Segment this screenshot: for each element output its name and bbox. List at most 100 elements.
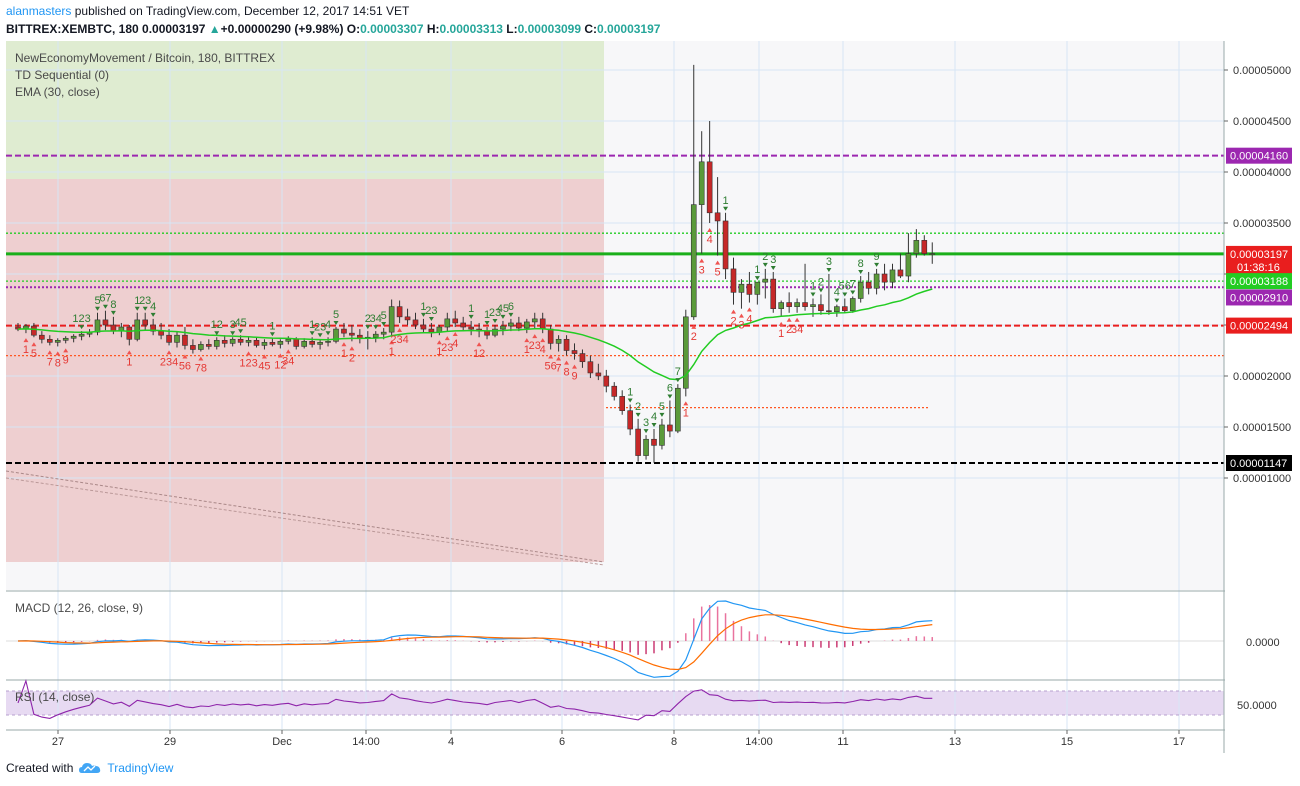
- td-sell-arrow: [277, 353, 283, 358]
- td-sell-arrow: [572, 364, 577, 369]
- td-count-label: 4: [746, 314, 752, 326]
- candle-body: [460, 322, 467, 328]
- td-sell-arrow: [31, 342, 37, 347]
- macd-axis-label: 0.0000: [1246, 637, 1280, 649]
- candle-body: [857, 281, 864, 299]
- rsi-label[interactable]: RSI (14, close): [15, 690, 95, 704]
- td-count-label: 3: [826, 256, 832, 268]
- candle-body: [221, 339, 228, 344]
- td-count-label: 23: [314, 321, 326, 333]
- candle-body: [770, 278, 777, 309]
- time-axis-bg: [6, 731, 1294, 753]
- td-count-label: 2: [786, 324, 792, 336]
- price-badge: [1226, 245, 1292, 262]
- tradingview-brand: TradingView: [107, 761, 174, 775]
- td-buy-arrow: [850, 290, 856, 295]
- candle-body: [619, 396, 626, 411]
- time-tick-label: 27: [52, 736, 64, 748]
- candle-body: [722, 220, 729, 270]
- td-count-label: 5: [715, 267, 721, 279]
- td-sell-arrow: [778, 321, 784, 326]
- td-count-label: 34: [370, 313, 382, 325]
- td-buy-arrow: [238, 329, 244, 334]
- td-count-label: 8: [858, 258, 864, 270]
- candle-body: [309, 341, 315, 345]
- td-buy-arrow: [627, 398, 633, 403]
- td-count-label: 12: [473, 348, 485, 360]
- td-buy-arrow: [102, 304, 108, 309]
- candle-body: [802, 302, 808, 307]
- low-value: 0.00003099: [517, 22, 582, 36]
- candle-body: [245, 339, 252, 343]
- tradingview-cloud-icon: [79, 763, 101, 773]
- td-sell-arrow: [47, 350, 53, 355]
- price-badge-label: 0.00003188: [1230, 276, 1288, 288]
- price-tick-label: 0.00002000: [1233, 371, 1291, 383]
- candle-body: [126, 326, 133, 340]
- candle-body: [508, 322, 514, 327]
- candle-body: [635, 428, 641, 456]
- td-buy-arrow: [818, 288, 824, 293]
- td-count-label: 1: [126, 356, 132, 368]
- td-count-label: 2: [365, 313, 371, 325]
- candle-body: [206, 344, 212, 347]
- td-count-label: 1: [627, 387, 633, 399]
- candle-body: [134, 319, 141, 340]
- author-link[interactable]: alanmasters: [6, 4, 72, 18]
- td-buy-arrow: [333, 321, 339, 326]
- low-label: L:: [506, 22, 518, 36]
- td-sell-arrow: [198, 356, 204, 361]
- td-count-label: 4: [150, 301, 156, 313]
- td-count-label: 234: [390, 334, 408, 346]
- td-count-label: 23: [441, 342, 453, 354]
- tradingview-link[interactable]: TradingView: [79, 761, 173, 775]
- candle-body: [826, 310, 832, 313]
- td-count-label: 123: [72, 313, 90, 325]
- td-buy-arrow: [500, 314, 506, 319]
- candle-body: [659, 424, 665, 446]
- td-buy-arrow: [508, 312, 514, 317]
- candle-body: [539, 318, 546, 330]
- symbol-label: BITTREX:XEMBTC, 180: [6, 22, 139, 36]
- td-sell-arrow: [548, 354, 554, 359]
- td-count-label: 1: [722, 195, 728, 207]
- candle-body: [158, 330, 164, 336]
- time-tick-label: 11: [837, 736, 848, 748]
- td-count-label: 56: [545, 360, 557, 372]
- time-tick-label: 14:00: [745, 736, 773, 748]
- candle-body: [182, 334, 188, 346]
- time-tick-label: 8: [671, 736, 677, 748]
- td-count-label: 1: [810, 280, 816, 292]
- ema-label[interactable]: EMA (30, close): [15, 85, 100, 99]
- td-count-label: 3: [643, 417, 649, 429]
- candle-body: [484, 330, 490, 336]
- candle-body: [341, 328, 347, 334]
- td-count-label: 5: [659, 401, 665, 413]
- ema-line: [17, 288, 933, 381]
- td-count-label: 234: [160, 356, 178, 368]
- candle-body: [849, 298, 856, 312]
- td-sell-arrow: [738, 313, 744, 318]
- candle-body: [595, 372, 602, 377]
- td-count-label: 1: [134, 295, 140, 307]
- td-buy-arrow: [317, 333, 323, 338]
- candle-body: [881, 273, 888, 283]
- price-tick-label: 0.00003500: [1233, 218, 1291, 230]
- td-count-label: 3: [699, 265, 705, 277]
- td-sell-arrow: [556, 356, 562, 361]
- td-buy-arrow: [492, 319, 498, 323]
- td-buy-arrow: [858, 270, 864, 275]
- open-label: O:: [346, 22, 361, 36]
- td-count-label: 5: [31, 348, 37, 360]
- chart-container[interactable]: 1 5 7 8 9 123 5 67 8 1 1 23 4 234 56 78 12 3 45 123 45 1 12 34 1…: [5, 41, 1295, 753]
- td-sell-arrow: [715, 260, 721, 265]
- td-sequential-label[interactable]: TD Sequential (0): [15, 68, 110, 82]
- td-sell-arrow: [564, 360, 570, 365]
- candle-body: [62, 337, 69, 341]
- candle-body: [587, 361, 594, 374]
- candle-body: [675, 387, 681, 432]
- macd-label[interactable]: MACD (12, 26, close, 9): [15, 601, 144, 615]
- candle-body: [921, 240, 928, 254]
- td-sell-arrow: [532, 334, 538, 339]
